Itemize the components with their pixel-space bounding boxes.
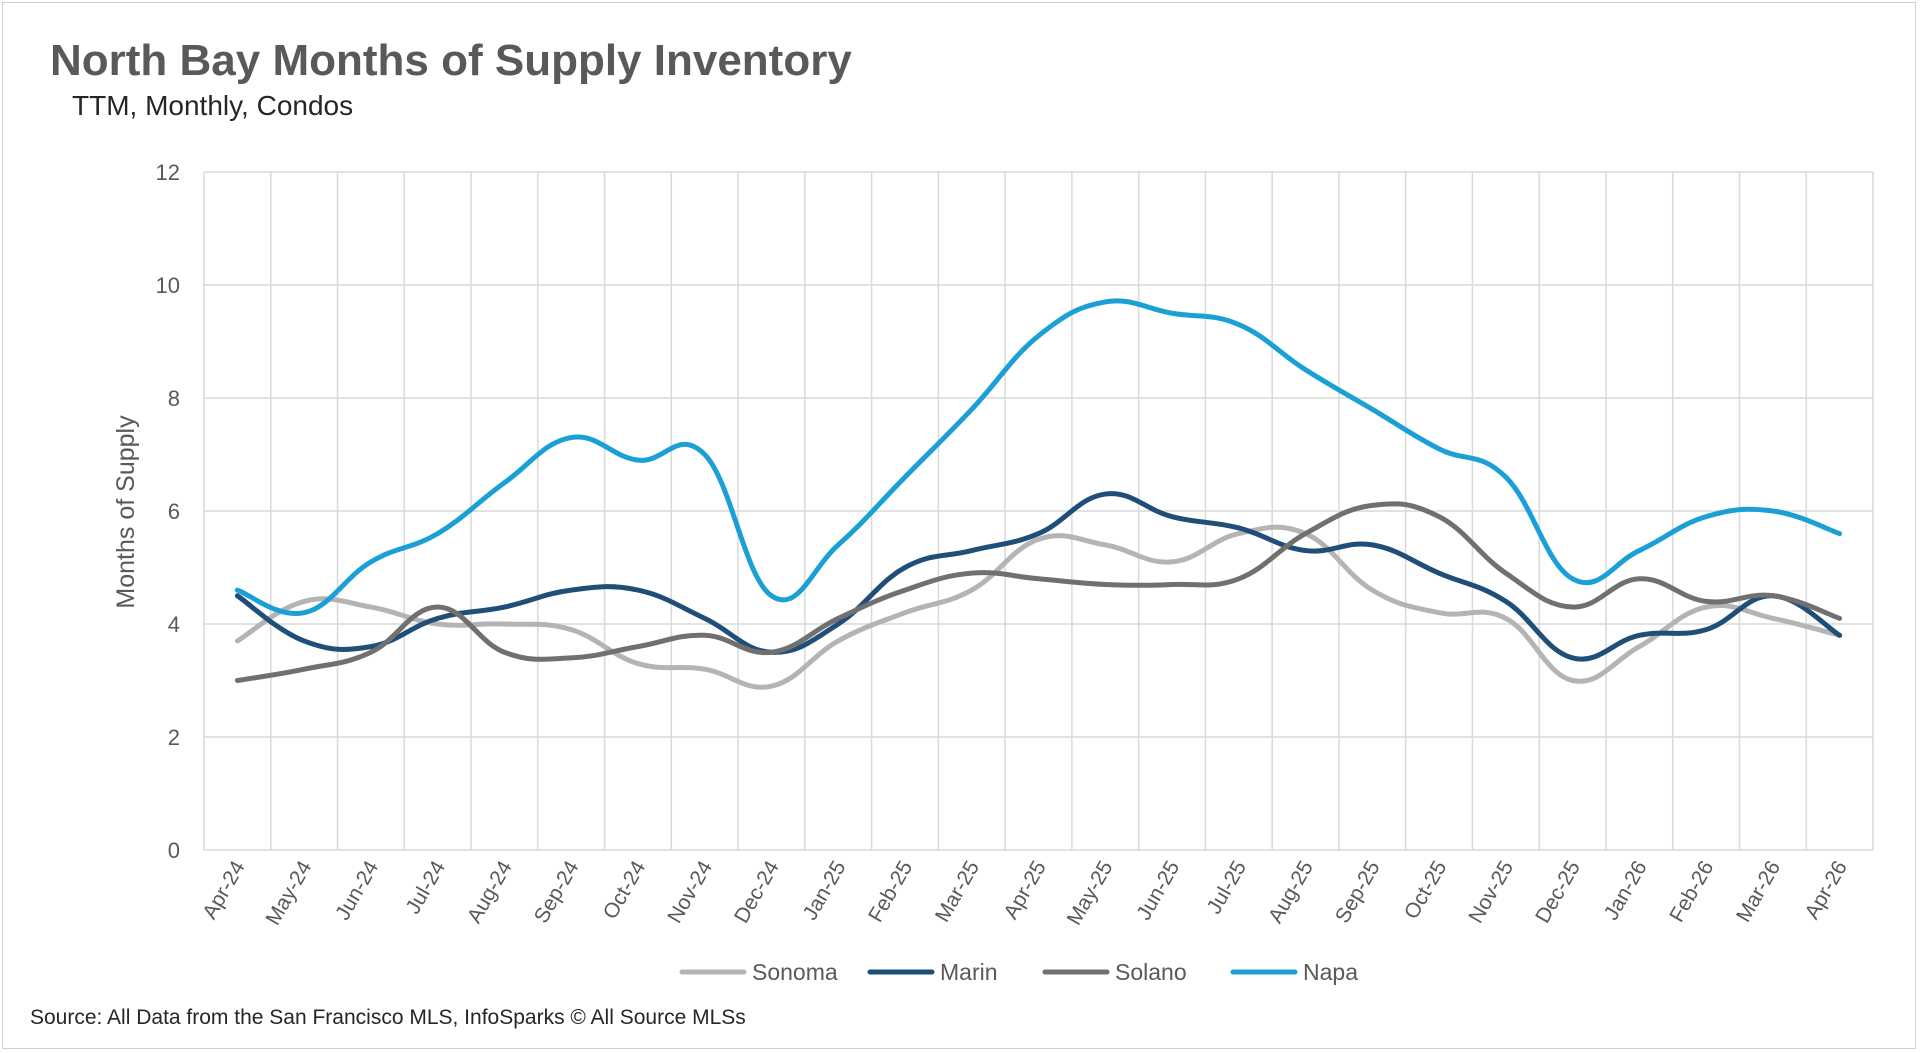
x-tick-label: Apr-26	[1801, 857, 1852, 923]
y-tick-label: 2	[168, 725, 180, 750]
source-note: Source: All Data from the San Francisco …	[30, 1006, 746, 1029]
x-tick-label: Jan-25	[799, 857, 851, 924]
legend-item-solano: Solano	[1042, 959, 1187, 985]
y-tick-label: 6	[168, 499, 180, 524]
x-tick-label: Dec-25	[1531, 857, 1585, 927]
x-tick-label: Jun-24	[331, 857, 383, 924]
legend-label: Marin	[940, 959, 998, 985]
x-tick-label: Apr-25	[999, 857, 1050, 923]
series-lines	[234, 298, 1843, 690]
x-tick-label: Sep-24	[530, 857, 584, 927]
x-tick-label: Dec-24	[730, 857, 784, 927]
x-tick-label: Feb-26	[1665, 857, 1718, 926]
legend-label: Sonoma	[752, 959, 838, 985]
grid-lines	[203, 171, 1874, 851]
legend-item-sonoma: Sonoma	[679, 959, 838, 985]
legend-item-marin: Marin	[867, 959, 998, 985]
x-tick-label: Nov-24	[663, 857, 717, 927]
x-tick-label: Jan-26	[1600, 857, 1652, 924]
legend: Sonoma Marin Solano Napa	[679, 959, 1358, 985]
x-tick-label: Aug-25	[1264, 857, 1318, 927]
y-tick-label: 10	[156, 273, 180, 298]
x-tick-label: May-24	[262, 857, 317, 929]
y-tick-label: 0	[168, 838, 180, 863]
x-tick-label: Aug-24	[463, 857, 517, 927]
x-tick-label: Mar-25	[931, 857, 984, 926]
x-tick-label: Mar-26	[1732, 857, 1785, 926]
y-tick-label: 4	[168, 612, 180, 637]
y-axis-label: Months of Supply	[112, 415, 140, 609]
x-tick-label: Jun-25	[1132, 857, 1184, 924]
x-tick-label: May-25	[1063, 857, 1118, 929]
series-line-marin	[234, 491, 1843, 662]
legend-label: Solano	[1115, 959, 1187, 985]
x-tick-label: Oct-24	[599, 857, 651, 923]
legend-label: Napa	[1303, 959, 1358, 985]
x-tick-label: Jul-24	[401, 857, 450, 918]
x-tick-label: Apr-24	[198, 857, 250, 923]
x-tick-label: Sep-25	[1331, 857, 1385, 927]
series-line-napa	[234, 298, 1843, 617]
chart-title: North Bay Months of Supply Inventory	[50, 36, 852, 85]
x-axis-ticks: Apr-24 May-24 Jun-24 Jul-24 Aug-24 Sep-24 Oct-…	[198, 857, 1852, 929]
x-tick-label: Feb-25	[864, 857, 917, 926]
legend-item-napa: Napa	[1230, 959, 1358, 985]
series-line-solano	[234, 501, 1843, 683]
series-line-sonoma	[234, 524, 1843, 690]
x-tick-label: Jul-25	[1203, 857, 1252, 918]
y-axis-ticks: 0 2 4 6 8 10 12	[156, 160, 180, 863]
x-tick-label: Nov-25	[1464, 857, 1518, 927]
y-tick-label: 12	[156, 160, 180, 185]
y-tick-label: 8	[168, 386, 180, 411]
x-tick-label: Oct-25	[1400, 857, 1451, 923]
chart-subtitle: TTM, Monthly, Condos	[72, 90, 354, 121]
